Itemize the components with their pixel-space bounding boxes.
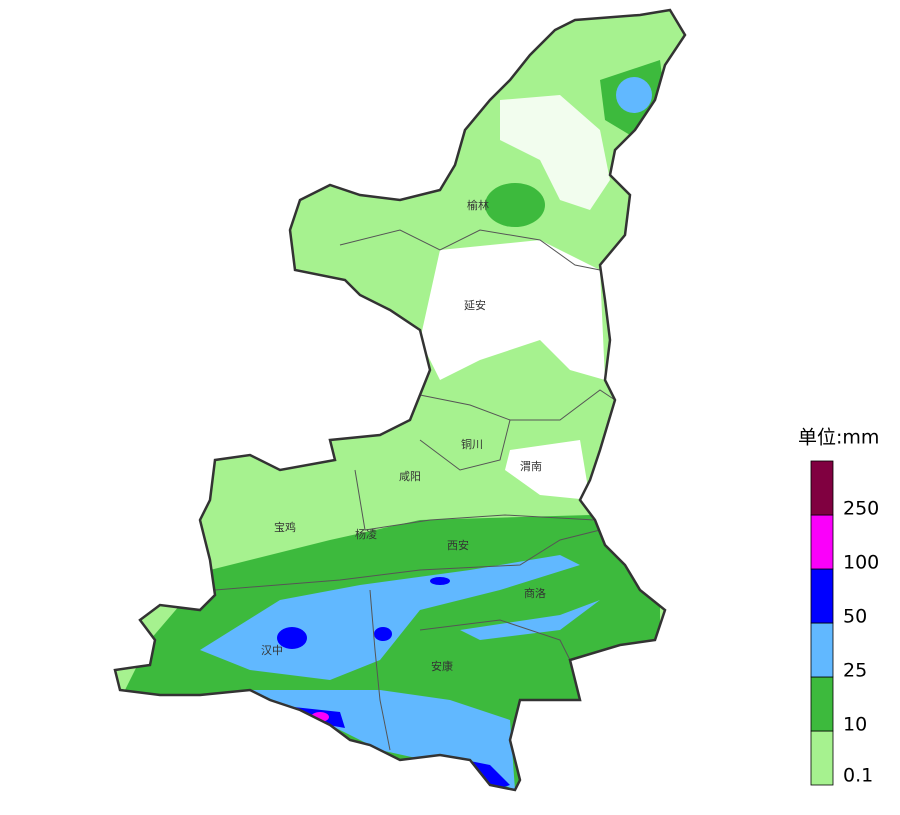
city-label: 汉中	[261, 644, 283, 657]
zone-heavy	[460, 600, 600, 640]
legend-label: 50	[843, 606, 867, 628]
city-label: 铜川	[461, 437, 483, 451]
border	[339, 229, 601, 271]
border	[369, 589, 391, 751]
legend-swatch	[810, 514, 834, 570]
zone-heavy	[616, 77, 652, 113]
city-borders	[214, 229, 616, 751]
legend-swatch	[810, 460, 834, 516]
legend-title: 单位:mm	[798, 427, 879, 449]
border	[214, 529, 601, 591]
city-label: 安康	[431, 659, 453, 673]
zone-very-heavy	[430, 577, 450, 585]
legend-swatch	[810, 622, 834, 678]
zone-dry	[420, 240, 605, 380]
legend-swatch	[810, 676, 834, 732]
border	[419, 619, 571, 661]
legend-swatch	[810, 568, 834, 624]
border	[419, 389, 616, 421]
legend-swatch	[810, 730, 834, 786]
zone-mid	[485, 183, 545, 227]
zone-very-heavy	[277, 627, 307, 649]
legend-label: 250	[843, 498, 879, 520]
city-label: 宝鸡	[274, 520, 296, 534]
legend-label: 25	[843, 660, 867, 682]
city-label: 咸阳	[399, 470, 421, 483]
city-label: 渭南	[520, 460, 542, 473]
zone-dry	[505, 440, 590, 500]
city-label: 商洛	[524, 586, 546, 600]
city-label: 西安	[447, 538, 469, 552]
border	[419, 419, 511, 471]
city-label: 杨凌	[355, 527, 377, 541]
zone-very-heavy	[374, 627, 392, 641]
legend-label: 10	[843, 714, 867, 736]
city-label: 延安	[464, 298, 486, 312]
zone-dry	[500, 95, 610, 210]
legend-label: 100	[843, 552, 879, 574]
border	[354, 469, 596, 531]
legend-label: 0.1	[843, 765, 873, 787]
city-label: 榆林	[467, 198, 489, 212]
legend: 0.1 10 25 50 100 250	[810, 460, 879, 787]
